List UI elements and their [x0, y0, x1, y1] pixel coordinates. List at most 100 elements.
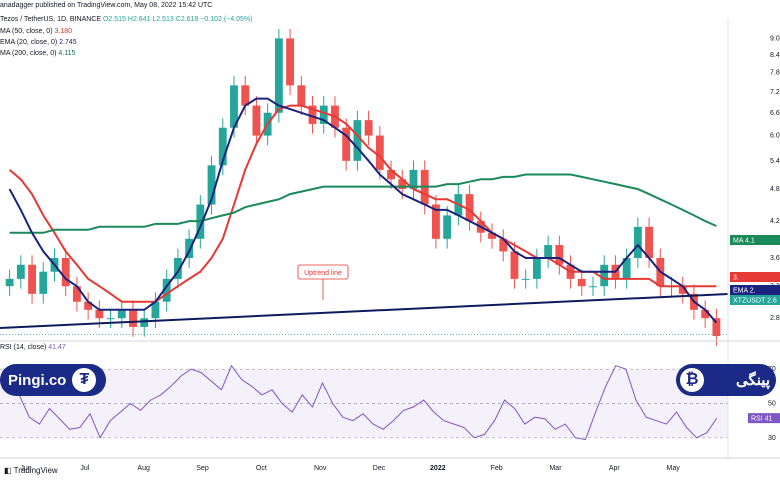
- candle-body: [140, 318, 149, 327]
- bitcoin-icon: ₿: [680, 368, 704, 392]
- candle-body: [185, 238, 194, 259]
- candle-body: [712, 318, 721, 336]
- rsi-tick-label: 50: [768, 401, 776, 408]
- header-symbol-line: Tezos / TetherUS, 1D, BINANCE O2.515 H2.…: [0, 15, 252, 24]
- candle-body: [274, 38, 283, 113]
- candle-body: [95, 309, 104, 319]
- y-tick-label: 8.4: [770, 52, 780, 59]
- candle-body: [151, 301, 160, 319]
- x-axis: Jun Jul Aug Sep Oct Nov Dec 2022 Feb Mar Apr May: [20, 465, 680, 472]
- ma200-legend[interactable]: MA (200, close, 0) 4.115: [0, 49, 75, 58]
- candle-body: [162, 278, 171, 302]
- pingi-brand-text-fa: پینگی: [735, 372, 770, 389]
- rsi-line: [8, 364, 718, 441]
- ema20-legend[interactable]: EMA (20, close, 0) 2.745: [0, 38, 77, 47]
- y-tick-label: 6.0: [770, 133, 780, 140]
- candle-body: [387, 169, 395, 180]
- y-tick-label: 3.6: [770, 255, 780, 262]
- ma50-label: MA (50, close, 0): [0, 28, 53, 35]
- candle-body: [555, 245, 564, 265]
- ohlc-values: O2.515 H2.641 L2.513 C2.618 −0.102 (−4.0…: [102, 16, 253, 23]
- candle-body: [488, 232, 496, 239]
- x-tick-label: Oct: [256, 465, 267, 472]
- rsi-label: RSI (14, close): [0, 344, 47, 351]
- tradingview-logo-text: TradingView: [13, 466, 58, 475]
- price-tag: [730, 295, 780, 305]
- candle-body: [431, 204, 440, 239]
- candle-body: [499, 238, 508, 252]
- uptrend-line: [0, 293, 729, 329]
- candle-body: [600, 264, 609, 287]
- x-tick-label: Feb: [491, 465, 503, 472]
- candle-body: [364, 120, 373, 136]
- candle-body: [521, 278, 530, 280]
- candle-body: [252, 105, 261, 136]
- ma200-label: MA (200, close, 0): [0, 50, 57, 57]
- ma200-line: [9, 173, 717, 234]
- published-text: anadagger published on TradingView.com, …: [0, 2, 213, 9]
- x-tick-label: Nov: [314, 465, 327, 472]
- candle-body: [645, 226, 654, 259]
- ema20-label: EMA (20, close, 0): [0, 39, 58, 46]
- header-published: anadagger published on TradingView.com, …: [0, 1, 212, 10]
- x-tick-label: Aug: [137, 465, 150, 472]
- y-tick-label: 4.2: [770, 218, 780, 225]
- ma200-value: 4.115: [58, 50, 76, 57]
- candle-body: [544, 245, 553, 259]
- candle-body: [465, 194, 474, 222]
- y-tick-label: 4.8: [770, 186, 780, 193]
- rsi-tick-label: 30: [768, 435, 776, 442]
- ema20-value: 2.745: [59, 39, 77, 46]
- candle-body: [72, 286, 81, 302]
- tether-icon: ₮: [72, 368, 97, 392]
- candle-body: [241, 85, 250, 106]
- y-tick-label: 7.8: [770, 70, 780, 77]
- x-tick-label: Mar: [549, 465, 562, 472]
- candle-body: [443, 215, 452, 239]
- ma50-line: [8, 104, 717, 303]
- x-tick-label: Sep: [196, 465, 209, 472]
- y-tick-label: 5.4: [770, 158, 780, 165]
- candle-body: [633, 226, 642, 259]
- candle-body: [5, 278, 14, 287]
- y-tick-label: 9.0: [770, 35, 780, 42]
- x-tick-label: 2022: [430, 465, 446, 472]
- candle-body: [84, 301, 93, 310]
- price-tag-text: EMA 2.: [733, 288, 756, 295]
- candle-body: [319, 105, 328, 124]
- y-tick-label: 6.6: [770, 110, 780, 117]
- candle-body: [510, 251, 519, 279]
- candle-body: [678, 286, 687, 294]
- pingi-watermark-right: ₿ پینگی: [676, 364, 776, 396]
- price-tag: [730, 272, 780, 282]
- candle-body: [106, 318, 115, 320]
- rsi-legend[interactable]: RSI (14, close) 41.47: [0, 343, 66, 352]
- candle-body: [532, 258, 541, 279]
- candle-body: [308, 105, 317, 124]
- ma50-value: 3.180: [54, 28, 73, 35]
- price-tag: [730, 285, 780, 295]
- candle-body: [173, 258, 182, 279]
- candle-body: [39, 271, 48, 294]
- x-tick-label: Jun: [20, 465, 31, 472]
- candle-body: [129, 309, 137, 327]
- price-tag-text: MA 4.1: [733, 238, 755, 245]
- tradingview-logo[interactable]: ◧ TradingView: [4, 466, 58, 475]
- price-tag-text: XTZUSDT 2.6: [733, 298, 777, 305]
- candle-body: [16, 264, 25, 279]
- pingi-watermark-left: Pingi.co ₮: [0, 364, 106, 396]
- x-tick-label: Apr: [609, 465, 621, 472]
- symbol-title: Tezos / TetherUS, 1D, BINANCE: [0, 16, 102, 23]
- y-tick-label: 7.2: [770, 89, 780, 96]
- x-tick-label: Dec: [373, 465, 386, 472]
- uptrend-label: Uptrend line: [304, 270, 342, 277]
- candle-body: [342, 127, 351, 161]
- x-tick-label: May: [667, 465, 681, 472]
- main-pane: Uptrend line: [0, 29, 729, 346]
- price-tag: [730, 235, 780, 245]
- ma50-legend[interactable]: MA (50, close, 0) 3.180: [0, 27, 72, 36]
- price-labels: MA 4.1 3. EMA 2. XTZUSDT 2.6 RSI 41: [730, 235, 780, 424]
- candle-body: [701, 309, 710, 319]
- rsi-pane: [0, 340, 780, 459]
